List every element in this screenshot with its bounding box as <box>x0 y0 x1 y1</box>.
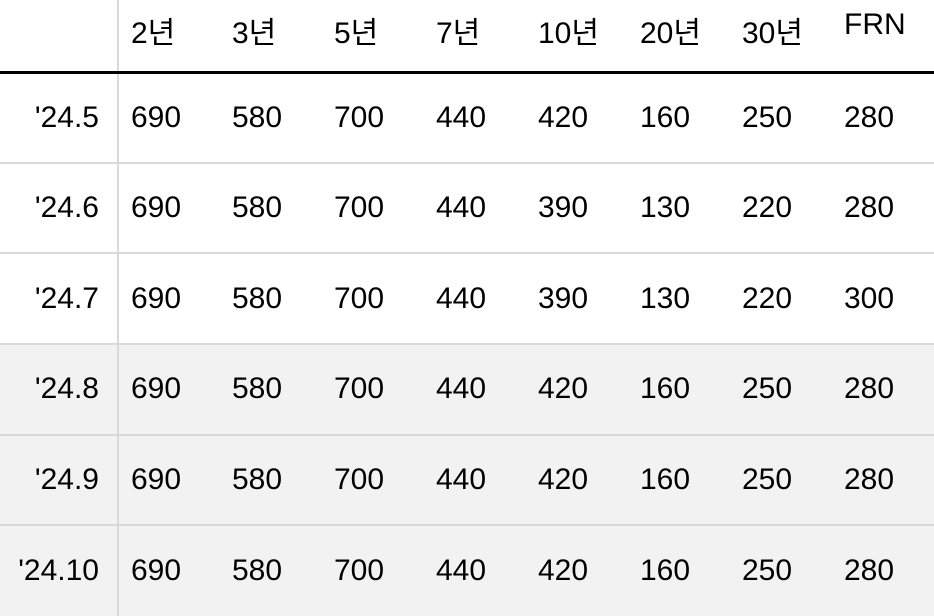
cell: 700 <box>322 344 424 435</box>
cell: 690 <box>118 525 220 616</box>
cell: 440 <box>424 525 526 616</box>
cell: 690 <box>118 253 220 344</box>
table-row: '24.9 690 580 700 440 420 160 250 280 <box>0 435 934 526</box>
row-label: '24.8 <box>0 344 118 435</box>
cell: 250 <box>730 344 832 435</box>
cell: 440 <box>424 72 526 163</box>
header-col-7yr: 7년 <box>424 0 526 72</box>
row-label: '24.6 <box>0 163 118 254</box>
cell: 280 <box>832 163 934 254</box>
cell: 440 <box>424 163 526 254</box>
cell: 300 <box>832 253 934 344</box>
cell: 250 <box>730 72 832 163</box>
table-body: '24.5 690 580 700 440 420 160 250 280 '2… <box>0 72 934 616</box>
cell: 280 <box>832 72 934 163</box>
cell: 280 <box>832 525 934 616</box>
cell: 160 <box>628 72 730 163</box>
cell: 690 <box>118 72 220 163</box>
cell: 700 <box>322 163 424 254</box>
header-col-frn: FRN <box>832 0 934 72</box>
cell: 220 <box>730 163 832 254</box>
header-blank <box>0 0 118 72</box>
cell: 420 <box>526 72 628 163</box>
header-col-5yr: 5년 <box>322 0 424 72</box>
cell: 580 <box>220 253 322 344</box>
cell: 580 <box>220 525 322 616</box>
table-row: '24.6 690 580 700 440 390 130 220 280 <box>0 163 934 254</box>
row-label: '24.10 <box>0 525 118 616</box>
row-label: '24.9 <box>0 435 118 526</box>
cell: 700 <box>322 435 424 526</box>
cell: 220 <box>730 253 832 344</box>
cell: 580 <box>220 72 322 163</box>
cell: 690 <box>118 435 220 526</box>
table-row: '24.10 690 580 700 440 420 160 250 280 <box>0 525 934 616</box>
cell: 440 <box>424 344 526 435</box>
row-label: '24.7 <box>0 253 118 344</box>
cell: 390 <box>526 163 628 254</box>
cell: 390 <box>526 253 628 344</box>
table-row: '24.8 690 580 700 440 420 160 250 280 <box>0 344 934 435</box>
cell: 580 <box>220 344 322 435</box>
cell: 580 <box>220 163 322 254</box>
table-row: '24.5 690 580 700 440 420 160 250 280 <box>0 72 934 163</box>
cell: 440 <box>424 253 526 344</box>
cell: 250 <box>730 435 832 526</box>
cell: 700 <box>322 72 424 163</box>
cell: 700 <box>322 253 424 344</box>
header-col-30yr: 30년 <box>730 0 832 72</box>
header-col-3yr: 3년 <box>220 0 322 72</box>
cell: 280 <box>832 344 934 435</box>
cell: 250 <box>730 525 832 616</box>
table-container: 2년 3년 5년 7년 10년 20년 30년 FRN '24.5 690 58… <box>0 0 934 616</box>
header-col-10yr: 10년 <box>526 0 628 72</box>
data-table: 2년 3년 5년 7년 10년 20년 30년 FRN '24.5 690 58… <box>0 0 934 616</box>
cell: 420 <box>526 525 628 616</box>
cell: 700 <box>322 525 424 616</box>
header-col-20yr: 20년 <box>628 0 730 72</box>
cell: 690 <box>118 163 220 254</box>
cell: 440 <box>424 435 526 526</box>
header-col-2yr: 2년 <box>118 0 220 72</box>
cell: 420 <box>526 435 628 526</box>
cell: 160 <box>628 344 730 435</box>
cell: 420 <box>526 344 628 435</box>
cell: 690 <box>118 344 220 435</box>
cell: 160 <box>628 435 730 526</box>
table-row: '24.7 690 580 700 440 390 130 220 300 <box>0 253 934 344</box>
cell: 130 <box>628 163 730 254</box>
row-label: '24.5 <box>0 72 118 163</box>
cell: 130 <box>628 253 730 344</box>
cell: 160 <box>628 525 730 616</box>
table-header-row: 2년 3년 5년 7년 10년 20년 30년 FRN <box>0 0 934 72</box>
cell: 580 <box>220 435 322 526</box>
cell: 280 <box>832 435 934 526</box>
